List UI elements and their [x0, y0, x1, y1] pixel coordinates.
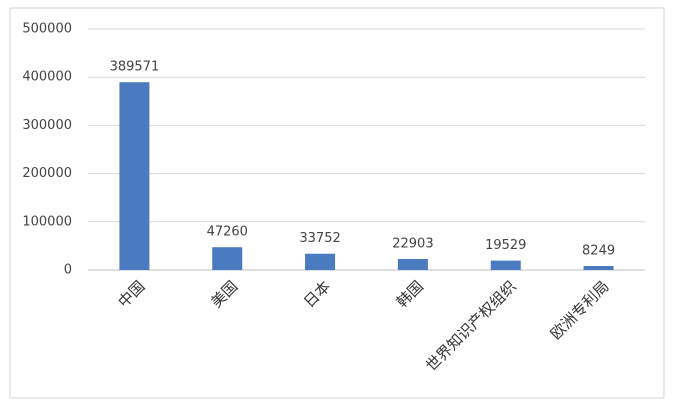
- data-label: 47260: [207, 225, 248, 240]
- data-label: 19529: [485, 238, 526, 253]
- data-label: 33752: [299, 231, 340, 246]
- y-tick-label: 300000: [22, 118, 72, 133]
- bar: [583, 266, 614, 270]
- chart-frame: [9, 7, 665, 399]
- bar: [397, 258, 428, 270]
- bar: [212, 247, 243, 270]
- y-tick-label: 100000: [22, 214, 72, 229]
- bar: [490, 260, 521, 270]
- bar: [305, 253, 336, 270]
- data-label: 22903: [392, 236, 433, 251]
- data-label: 8249: [582, 244, 615, 259]
- bar: [119, 82, 150, 270]
- y-tick-label: 0: [64, 263, 72, 278]
- data-label: 389571: [110, 60, 160, 75]
- y-tick-label: 400000: [22, 70, 72, 85]
- y-tick-label: 200000: [22, 166, 72, 181]
- y-tick-label: 500000: [22, 22, 72, 37]
